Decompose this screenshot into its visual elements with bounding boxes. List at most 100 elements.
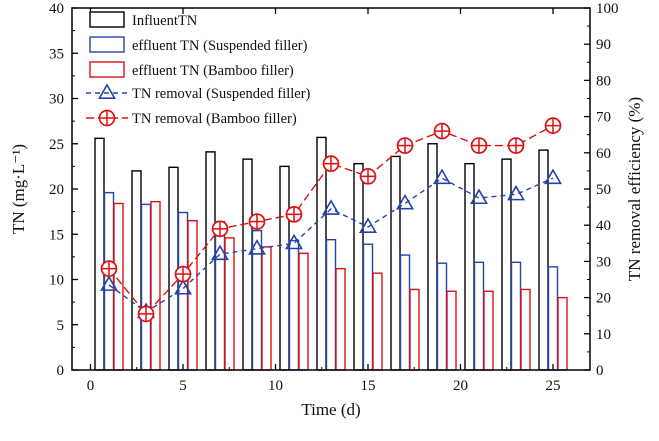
y-right-tick-label-40: 40 bbox=[596, 218, 611, 234]
marker-removal-bamboo-day-21 bbox=[470, 137, 488, 154]
marker-removal-suspended-day-9 bbox=[248, 239, 266, 255]
x-tick-label-0: 0 bbox=[87, 378, 95, 394]
marker-removal-suspended-day-23 bbox=[507, 184, 525, 201]
marker-removal-bamboo-day-17 bbox=[396, 137, 414, 154]
marker-removal-suspended-day-17 bbox=[396, 193, 414, 210]
legend-label-bar-1: effluent TN (Suspended filler) bbox=[132, 38, 308, 54]
y-left-tick-label-35: 35 bbox=[49, 46, 64, 62]
y-right-tick-label-70: 70 bbox=[596, 110, 611, 126]
bar-bamboo-day-19 bbox=[446, 290, 457, 371]
bar-suspended-day-15 bbox=[362, 243, 374, 371]
legend-marker-triangle bbox=[98, 83, 116, 99]
y-left-tick-label-10: 10 bbox=[49, 273, 64, 289]
y-left-tick-label-30: 30 bbox=[49, 92, 64, 108]
marker-removal-suspended-day-21 bbox=[470, 188, 488, 205]
y-left-tick-label-15: 15 bbox=[49, 227, 64, 243]
bar-suspended-day-7 bbox=[214, 220, 226, 371]
bar-influent-day-19 bbox=[427, 143, 438, 371]
legend-label-line-0: TN removal (Suspended filler) bbox=[132, 86, 311, 102]
marker-removal-bamboo-day-15 bbox=[359, 167, 377, 185]
marker-removal-bamboo-day-5 bbox=[174, 265, 192, 283]
bar-influent-day-11 bbox=[279, 165, 290, 371]
bar-bamboo-day-21 bbox=[483, 290, 494, 371]
marker-removal-suspended-day-13 bbox=[322, 199, 340, 215]
legend-label-bar-2: effluent TN (Bamboo filler) bbox=[132, 63, 294, 79]
y-right-tick-label-20: 20 bbox=[596, 291, 611, 307]
legend-marker-circle-cross bbox=[98, 109, 116, 127]
bar-influent-day-17 bbox=[390, 155, 401, 371]
bar-suspended-day-17 bbox=[399, 254, 411, 371]
legend-label-line-1: TN removal (Bamboo filler) bbox=[132, 111, 297, 127]
marker-removal-bamboo-day-19 bbox=[433, 122, 451, 140]
marker-removal-bamboo-day-7 bbox=[211, 220, 229, 238]
legend-swatch-bar-1 bbox=[89, 36, 125, 53]
x-tick-label-5: 5 bbox=[179, 378, 187, 394]
bar-influent-day-23 bbox=[501, 158, 512, 371]
y-right-tick-label-0: 0 bbox=[596, 363, 604, 379]
marker-removal-bamboo-day-23 bbox=[507, 137, 525, 154]
bar-bamboo-day-5 bbox=[187, 219, 198, 371]
legend-swatch-bar-2 bbox=[89, 61, 125, 78]
y-right-tick-label-60: 60 bbox=[596, 146, 611, 162]
bar-suspended-day-25 bbox=[547, 266, 559, 371]
bar-influent-day-1 bbox=[94, 137, 105, 371]
lines-layer bbox=[100, 117, 562, 323]
marker-removal-suspended-day-19 bbox=[433, 168, 451, 185]
ticks-layer: 0 5 10 15 20 25 0 5 10 15 20 25 30 35 40 0 10 20 30 40 50 60 7… bbox=[49, 1, 619, 394]
marker-removal-suspended-day-11 bbox=[285, 233, 303, 250]
y-left-tick-label-25: 25 bbox=[49, 137, 64, 153]
y-right-tick-label-100: 100 bbox=[596, 1, 619, 17]
legend-layer: InfluentTN effluent TN (Suspended filler)… bbox=[86, 11, 311, 127]
marker-removal-bamboo-day-13 bbox=[322, 155, 340, 173]
y-right-tick-label-90: 90 bbox=[596, 37, 611, 53]
x-tick-label-10: 10 bbox=[268, 378, 283, 394]
bar-suspended-day-23 bbox=[510, 261, 522, 371]
bar-bamboo-day-3 bbox=[150, 200, 161, 371]
y-right-tick-label-50: 50 bbox=[596, 182, 611, 198]
bar-bamboo-day-25 bbox=[557, 296, 568, 371]
y-right-tick-label-80: 80 bbox=[596, 73, 611, 89]
marker-removal-suspended-day-5 bbox=[174, 278, 192, 295]
line-removal-suspended bbox=[108, 177, 554, 313]
y-left-tick-label-0: 0 bbox=[57, 363, 65, 379]
bar-suspended-day-9 bbox=[251, 229, 263, 371]
bar-suspended-day-21 bbox=[473, 261, 485, 371]
x-tick-label-15: 15 bbox=[361, 378, 376, 394]
bar-influent-day-9 bbox=[242, 158, 253, 371]
y-left-tick-label-20: 20 bbox=[49, 182, 64, 198]
y-left-axis-title: TN (mg·L⁻¹) bbox=[9, 144, 28, 234]
marker-removal-bamboo-day-1 bbox=[100, 260, 118, 277]
bar-suspended-day-11 bbox=[288, 239, 300, 371]
bar-bamboo-day-17 bbox=[409, 288, 420, 371]
bar-bamboo-day-11 bbox=[298, 252, 309, 371]
legend-swatch-bar-0 bbox=[89, 11, 125, 28]
y-right-axis-title: TN removal efficiency (%) bbox=[625, 97, 644, 281]
x-axis-title: Time (d) bbox=[301, 400, 360, 419]
marker-removal-bamboo-day-9 bbox=[248, 213, 266, 230]
bar-bamboo-day-9 bbox=[261, 246, 272, 371]
marker-removal-bamboo-day-25 bbox=[544, 117, 562, 135]
bar-bamboo-day-23 bbox=[520, 288, 531, 371]
y-left-tick-label-40: 40 bbox=[49, 1, 64, 17]
bar-bamboo-day-13 bbox=[335, 267, 346, 371]
bar-suspended-day-19 bbox=[436, 262, 448, 371]
x-tick-label-25: 25 bbox=[546, 378, 561, 394]
bar-suspended-day-3 bbox=[140, 203, 152, 371]
y-right-tick-label-10: 10 bbox=[596, 327, 611, 343]
y-left-tick-label-5: 5 bbox=[57, 318, 65, 334]
y-right-tick-label-30: 30 bbox=[596, 254, 611, 270]
bar-influent-day-21 bbox=[464, 162, 475, 371]
bar-influent-day-5 bbox=[168, 166, 179, 371]
marker-removal-bamboo-day-3 bbox=[137, 305, 155, 323]
bar-influent-day-15 bbox=[353, 162, 364, 371]
x-tick-label-20: 20 bbox=[453, 378, 468, 394]
marker-removal-suspended-day-25 bbox=[544, 168, 562, 185]
bar-influent-day-13 bbox=[316, 136, 327, 371]
marker-removal-suspended-day-7 bbox=[211, 244, 229, 261]
marker-removal-bamboo-day-11 bbox=[285, 205, 303, 223]
legend-label-bar-0: InfluentTN bbox=[132, 13, 198, 29]
bar-influent-day-3 bbox=[131, 170, 142, 371]
marker-removal-suspended-day-15 bbox=[359, 217, 377, 234]
bar-bamboo-day-15 bbox=[372, 272, 383, 371]
